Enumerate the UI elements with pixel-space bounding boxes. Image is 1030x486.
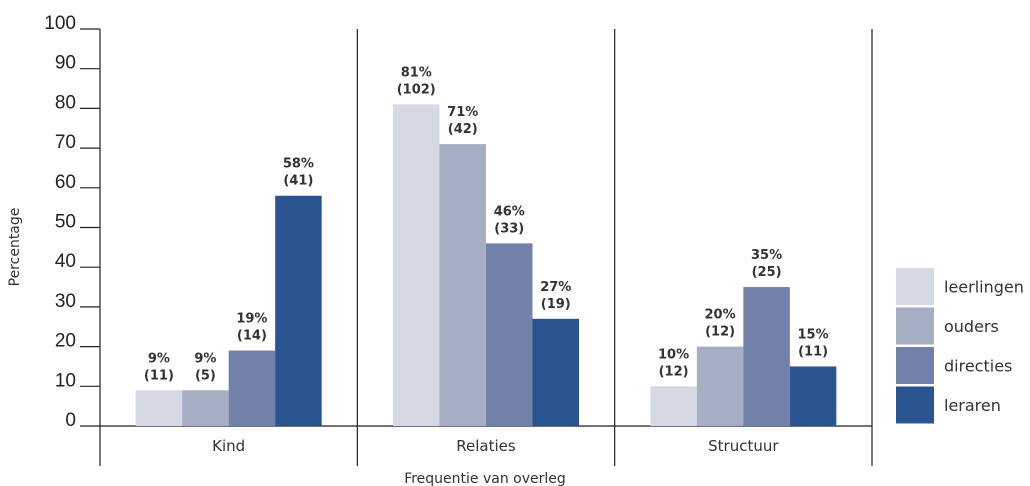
y-tick-label: 0	[65, 410, 76, 431]
category-label: Relaties	[456, 437, 516, 455]
data-label-count: (11)	[144, 368, 174, 383]
y-tick-label: 90	[55, 53, 76, 74]
legend-swatch-leerlingen	[896, 268, 934, 305]
bar-ouders-kind	[182, 390, 229, 426]
bar-ouders-structuur	[696, 346, 744, 426]
bar-ouders-relaties	[439, 144, 486, 426]
bar-leraren-kind	[275, 195, 322, 426]
y-tick-label: 70	[55, 132, 76, 153]
y-tick-label: 50	[55, 212, 76, 233]
data-label-count: (5)	[195, 368, 216, 383]
y-tick-label: 100	[44, 13, 76, 34]
data-label-count: (12)	[705, 325, 735, 340]
data-label-count: (14)	[237, 329, 267, 344]
bar-leerlingen-relaties	[393, 104, 440, 427]
bar-leraren-relaties	[532, 318, 579, 426]
data-label-percent: 58%	[283, 157, 314, 172]
bars	[135, 104, 837, 427]
legend-label: leerlingen	[944, 278, 1024, 297]
data-label-percent: 20%	[705, 308, 736, 323]
y-tick-label: 30	[55, 291, 76, 312]
y-tick-label: 10	[55, 370, 76, 391]
data-label-percent: 19%	[236, 312, 267, 327]
bar-leerlingen-kind	[135, 390, 183, 426]
data-label-count: (42)	[448, 122, 478, 137]
y-axis-title: Percentage	[7, 208, 23, 287]
data-label-percent: 35%	[751, 248, 782, 263]
legend-label: leraren	[944, 396, 1001, 415]
data-label-count: (25)	[752, 265, 782, 280]
data-label-percent: 10%	[658, 347, 689, 362]
legend-swatch-leraren	[896, 386, 934, 424]
data-label-percent: 9%	[194, 351, 216, 366]
category-labels: Kind Relaties Structuur	[212, 437, 779, 455]
x-axis-title: Frequentie van overleg	[404, 471, 566, 486]
legend-swatch-ouders	[896, 307, 934, 345]
y-tick-label: 40	[55, 251, 76, 272]
legend-label: ouders	[944, 317, 999, 336]
data-label-count: (12)	[659, 364, 689, 379]
data-label-percent: 27%	[540, 280, 571, 295]
data-label-percent: 15%	[798, 327, 829, 342]
bar-leerlingen-structuur	[650, 386, 697, 426]
data-label-count: (33)	[494, 221, 524, 236]
y-axis: 0 10 20 30 40 50 60 70 80 90 100	[44, 13, 100, 431]
bar-directies-kind	[228, 350, 276, 426]
y-tick-label: 60	[55, 172, 76, 193]
category-label: Structuur	[708, 437, 779, 455]
data-label-percent: 9%	[148, 351, 170, 366]
bar-leraren-structuur	[789, 366, 837, 426]
data-label-count: (102)	[397, 82, 436, 97]
legend-label: directies	[944, 357, 1012, 376]
bar-directies-structuur	[743, 287, 790, 426]
data-label-percent: 81%	[401, 65, 432, 80]
legend-swatch-directies	[896, 347, 934, 384]
data-label-count: (11)	[798, 344, 828, 359]
data-label-percent: 71%	[447, 105, 478, 120]
y-tick-label: 80	[55, 92, 76, 113]
y-tick-label: 20	[55, 331, 76, 352]
data-label-count: (19)	[541, 297, 571, 312]
data-label-percent: 46%	[494, 204, 525, 219]
bar-directies-relaties	[486, 243, 533, 426]
data-label-count: (41)	[283, 174, 313, 189]
legend: leerlingen ouders directies leraren	[896, 268, 1024, 424]
data-labels: 9% (11) 9% (5) 19% (14) 58% (41) 81% (102) 71% (42)…	[144, 65, 829, 383]
category-label: Kind	[212, 437, 245, 455]
